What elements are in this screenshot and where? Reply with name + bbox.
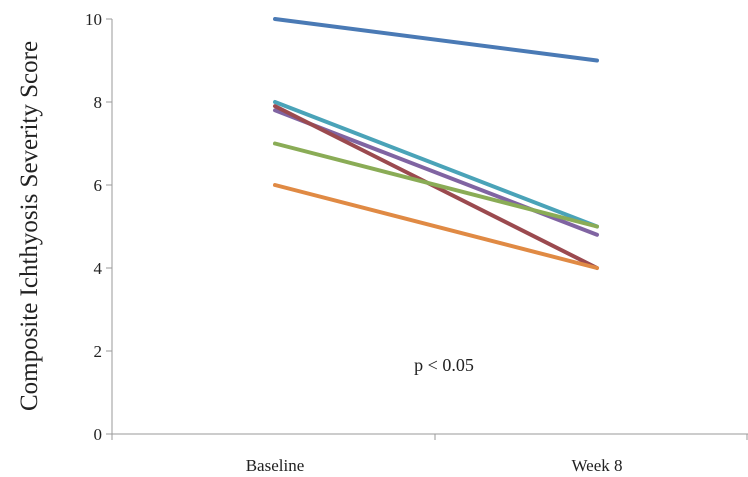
y-axis-title: Composite Ichthyosis Severity Score [16, 41, 43, 411]
series-line [273, 104, 599, 270]
series-line [273, 17, 599, 63]
y-tick-label: 4 [94, 259, 103, 278]
y-tick-label: 2 [94, 342, 103, 361]
series-line [273, 141, 599, 229]
y-tick-label: 8 [94, 93, 103, 112]
series-line [273, 183, 599, 270]
y-tick-label: 10 [85, 10, 102, 29]
series-lines [273, 17, 599, 270]
axes [106, 18, 748, 440]
labels: 0 2 4 6 8 10 Baseline Week 8 Composite Ichthyosi… [16, 10, 623, 475]
x-category-label: Baseline [246, 456, 305, 475]
y-tick-label: 0 [94, 425, 103, 444]
x-category-label: Week 8 [571, 456, 622, 475]
y-tick-label: 6 [94, 176, 103, 195]
series-line [273, 100, 599, 229]
p-value-annotation: p < 0.05 [414, 355, 474, 375]
